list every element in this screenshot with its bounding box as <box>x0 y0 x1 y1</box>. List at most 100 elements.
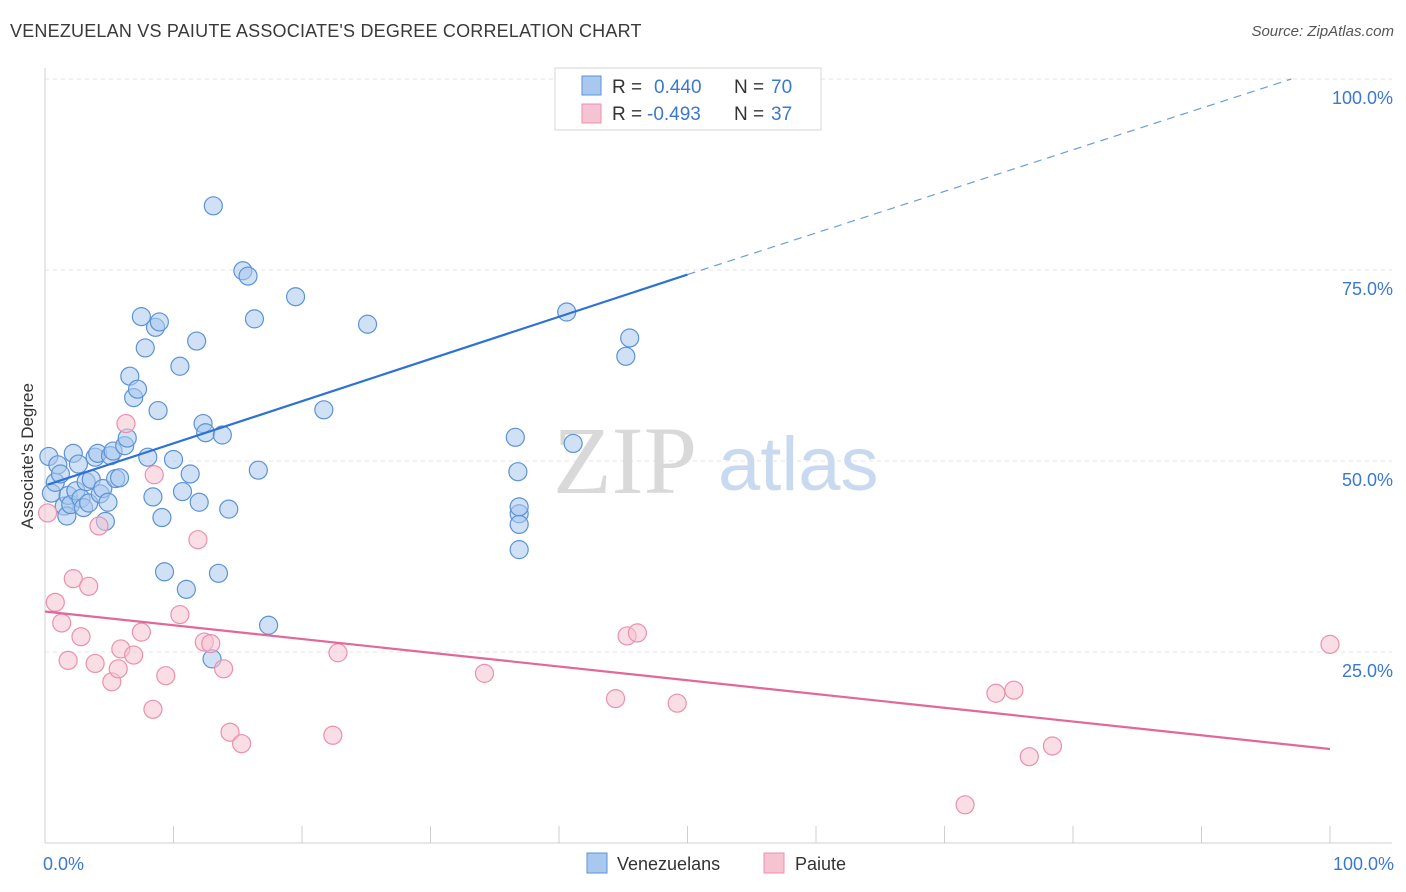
venezuelan-point <box>176 579 196 599</box>
watermark-zip: ZIP <box>553 407 697 514</box>
venezuelan-point <box>509 497 529 517</box>
paiute-point <box>131 622 151 642</box>
paiute-point <box>323 725 343 745</box>
venezuelan-point <box>135 338 155 358</box>
paiute-points <box>37 413 1340 815</box>
paiute-point <box>474 663 495 683</box>
venezuelan-point <box>314 400 334 420</box>
paiute-point <box>955 795 975 815</box>
venezuelan-point <box>616 346 636 366</box>
venezuelan-point <box>509 514 529 535</box>
paiute-point <box>124 645 144 665</box>
legend-n-value-paiute: 37 <box>771 104 792 125</box>
legend-n-value-venezuelans: 70 <box>771 77 792 98</box>
paiute-point <box>986 683 1006 703</box>
legend-n-label-venezuelans: N = <box>734 77 764 98</box>
venezuelan-point <box>127 379 148 399</box>
venezuelan-point <box>357 314 378 334</box>
x-tick-label-max: 100.0% <box>1333 854 1394 874</box>
source-label: Source: ZipAtlas.com <box>1251 23 1394 40</box>
venezuelan-points <box>39 196 640 669</box>
y-tick-label: 100.0% <box>1332 88 1393 108</box>
venezuelan-point <box>208 563 229 583</box>
chart-title: VENEZUELAN VS PAIUTE ASSOCIATE'S DEGREE … <box>10 21 642 41</box>
series-legend: Venezuelans Paiute <box>586 852 846 874</box>
paiute-point <box>1042 736 1063 756</box>
venezuelan-point <box>189 492 209 512</box>
legend-r-value-venezuelans: 0.440 <box>654 77 702 98</box>
paiute-point <box>1004 680 1024 700</box>
series-legend-label-venezuelans: Venezuelans <box>617 854 720 874</box>
paiute-point <box>89 516 109 536</box>
legend-r-label-venezuelans: R = <box>612 77 642 98</box>
paiute-point <box>220 722 240 742</box>
y-tick-label: 75.0% <box>1342 279 1393 299</box>
venezuelan-trend-line <box>47 273 688 486</box>
venezuelan-point <box>148 400 168 421</box>
paiute-point <box>170 604 190 625</box>
paiute-point <box>627 623 647 643</box>
paiute-point <box>188 530 208 550</box>
venezuelan-point <box>620 328 640 348</box>
paiute-point <box>667 693 687 713</box>
paiute-point <box>45 592 65 612</box>
paiute-point <box>156 666 176 686</box>
paiute-point <box>1019 747 1039 767</box>
watermark-atlas: atlas <box>718 422 879 507</box>
venezuelan-point <box>143 487 163 507</box>
venezuelan-point <box>187 331 207 351</box>
venezuelan-point <box>508 462 528 482</box>
series-legend-swatch-paiute <box>763 852 785 874</box>
legend-n-label-paiute: N = <box>734 104 764 125</box>
y-tick-label: 25.0% <box>1342 661 1393 681</box>
venezuelan-point <box>238 266 258 286</box>
venezuelan-point <box>180 464 200 484</box>
legend-swatch-paiute <box>581 103 602 124</box>
y-tick-labels: 25.0% 50.0% 75.0% 100.0% <box>1332 88 1393 681</box>
paiute-trend-line <box>44 610 1331 751</box>
venezuelan-point <box>203 196 223 216</box>
venezuelan-point <box>109 468 130 488</box>
venezuelan-point <box>163 449 184 470</box>
venezuelan-point <box>172 481 193 502</box>
legend-r-value-paiute: -0.493 <box>647 104 701 125</box>
series-legend-swatch-venezuelans <box>586 852 608 874</box>
venezuelan-point <box>98 492 118 512</box>
venezuelan-point <box>131 307 151 327</box>
paiute-point <box>214 659 234 679</box>
legend-swatch-venezuelans <box>581 75 602 96</box>
stats-legend: R = 0.440 N = 70 R = -0.493 N = 37 <box>554 67 822 131</box>
paiute-point <box>63 569 83 589</box>
x-tick-label-min: 0.0% <box>43 854 84 874</box>
venezuelan-point <box>154 562 175 582</box>
x-ticks <box>173 826 1331 843</box>
paiute-point <box>605 689 626 709</box>
paiute-point <box>52 613 72 633</box>
paiute-point <box>79 576 99 596</box>
paiute-point <box>201 633 221 654</box>
paiute-point <box>58 650 78 671</box>
venezuelan-point <box>219 499 239 519</box>
y-tick-label: 50.0% <box>1342 470 1393 490</box>
venezuelan-point <box>258 615 279 635</box>
venezuelan-point <box>509 540 529 560</box>
venezuelan-trend-extension <box>687 78 1292 276</box>
paiute-point <box>71 627 91 647</box>
paiute-point <box>328 643 348 663</box>
paiute-point <box>108 659 128 679</box>
venezuelan-point <box>149 312 169 332</box>
grid-lines <box>45 78 1392 653</box>
venezuelan-point <box>68 454 89 474</box>
venezuelan-point <box>505 427 525 447</box>
venezuelan-point <box>152 507 172 528</box>
venezuelan-point <box>212 425 232 445</box>
paiute-point <box>232 734 252 754</box>
venezuelan-point <box>170 356 190 376</box>
paiute-point <box>85 653 105 674</box>
legend-r-label-paiute: R = <box>612 104 642 125</box>
paiute-point <box>143 699 163 719</box>
venezuelan-point <box>285 287 306 307</box>
venezuelan-point <box>244 309 265 329</box>
watermark: ZIP atlas <box>553 407 879 514</box>
